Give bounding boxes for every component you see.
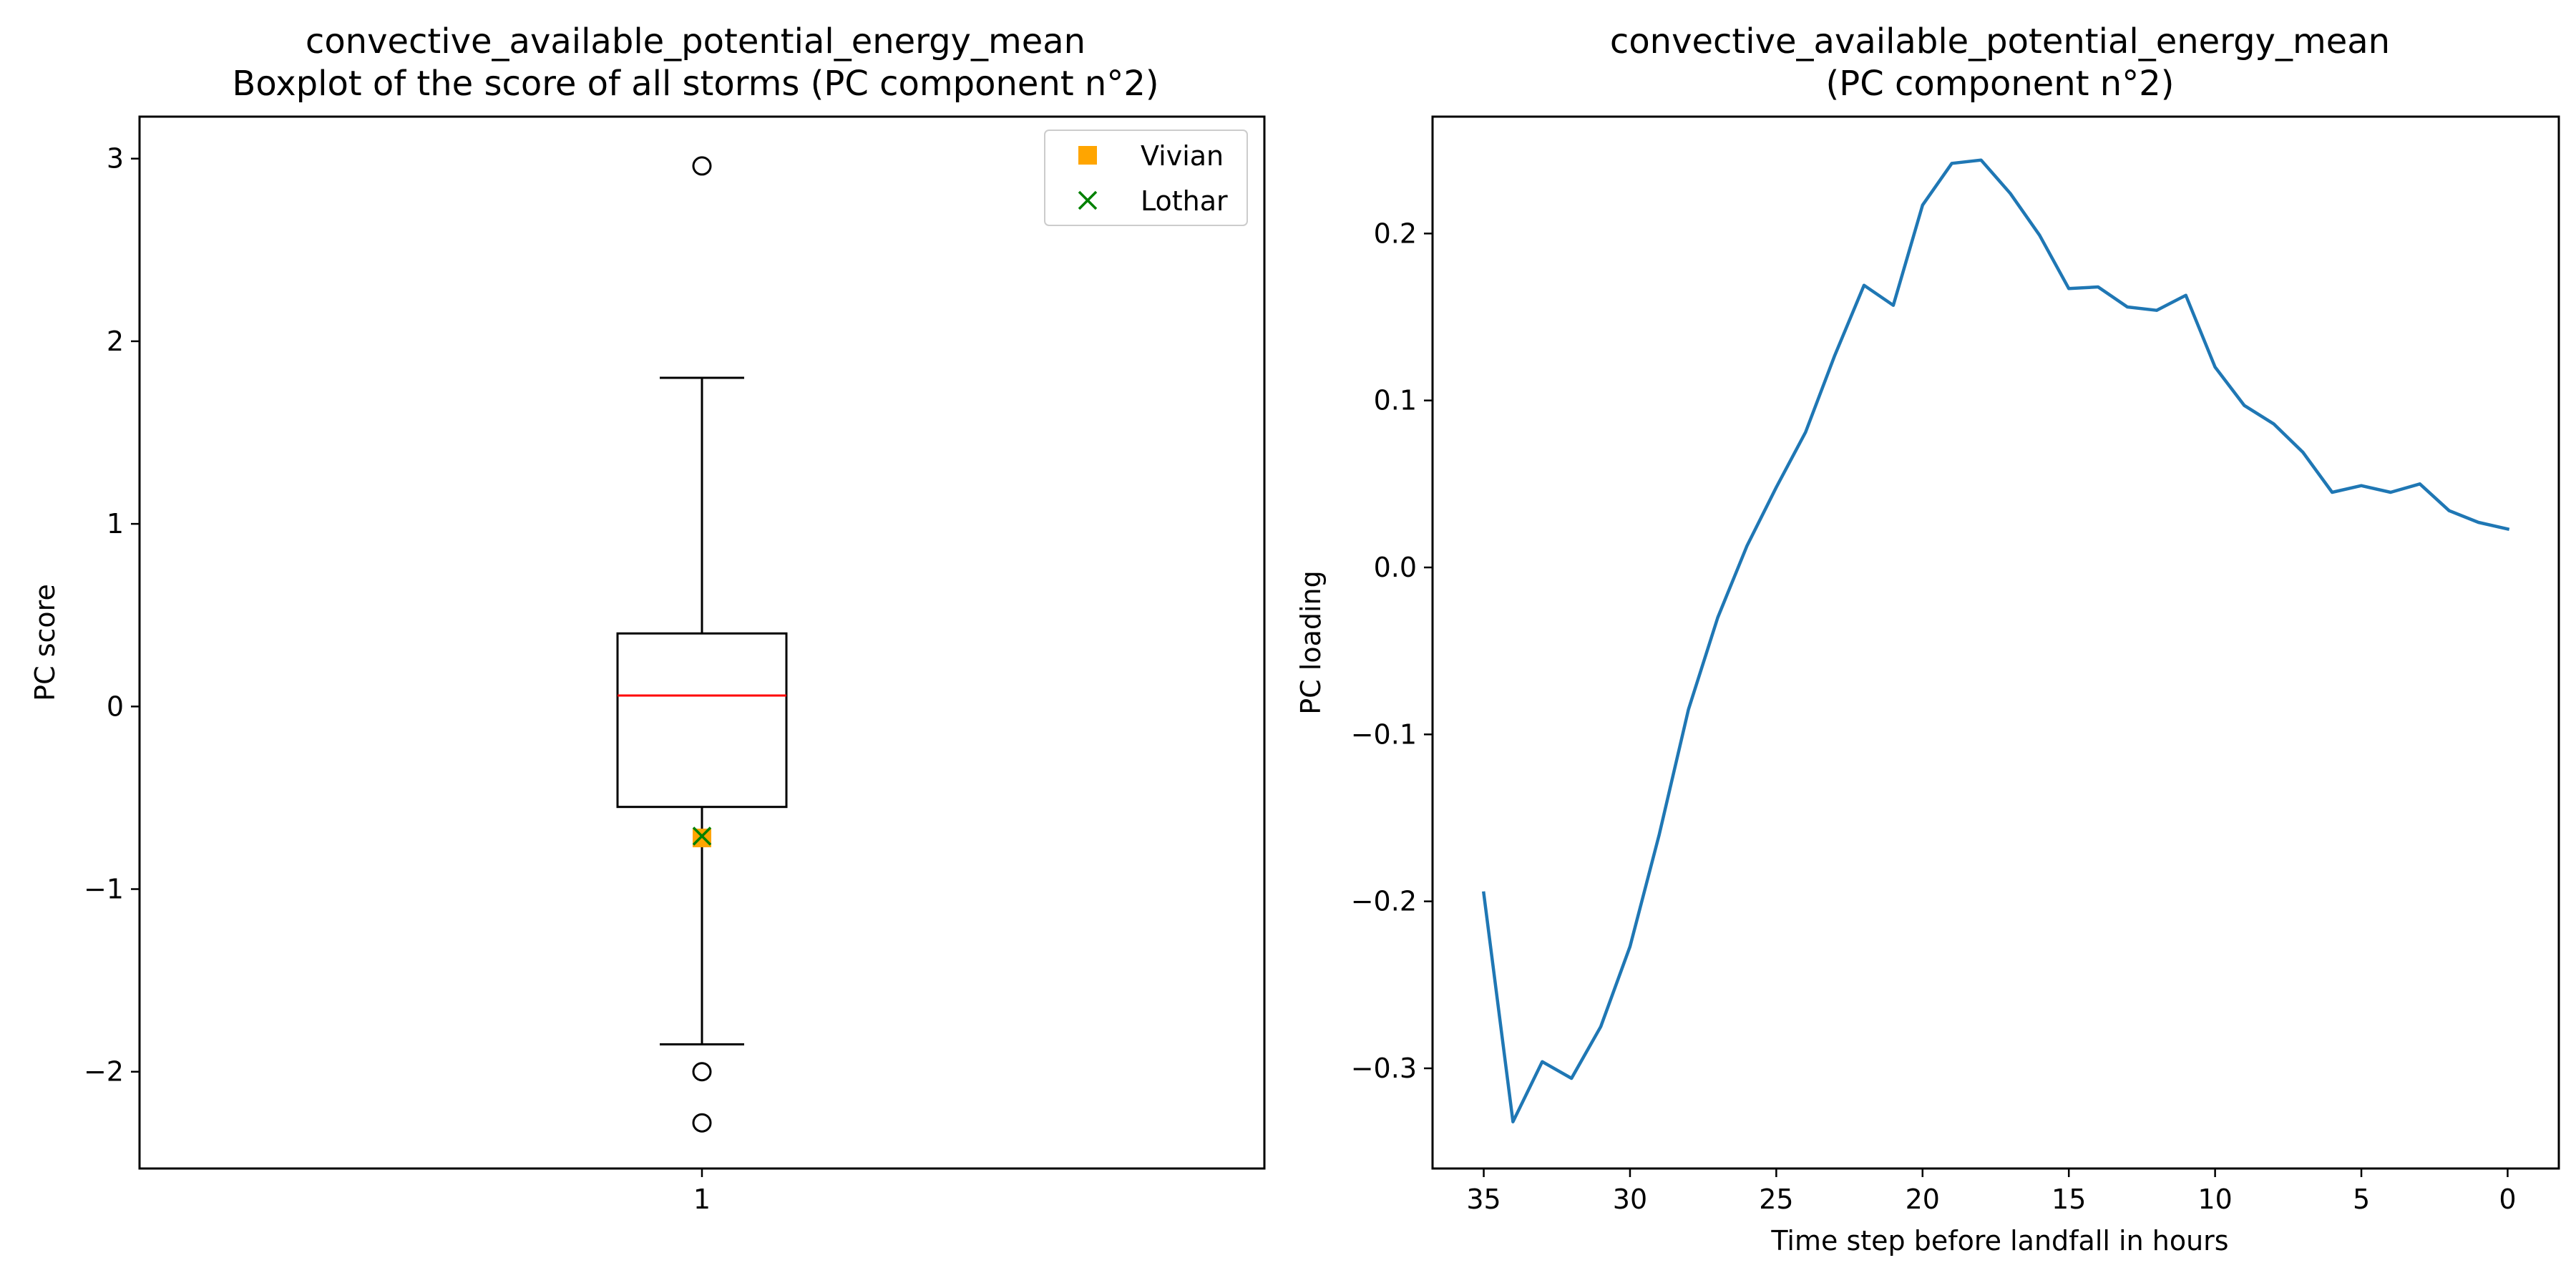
line-x-tick-label: 20 [1906, 1184, 1940, 1215]
storm-marker-vivian [693, 829, 711, 848]
boxplot-y-axis-label: PC score [29, 584, 61, 701]
pc-loading-line [1481, 158, 2510, 1123]
storm-marker-lothar [692, 826, 712, 846]
boxplot-axes-frame [138, 115, 1266, 1170]
line-axes-frame [1431, 115, 2560, 1170]
outlier-point [692, 156, 712, 176]
boxplot-legend: Vivian Lothar [1044, 130, 1248, 226]
line-panel: convective_available_potential_energy_me… [1295, 21, 2560, 1257]
boxplot-y-tick-label: 3 [107, 143, 124, 175]
boxplot-y-tick-label: −1 [84, 874, 124, 905]
line-axis-ticks: 35 30 25 20 15 10 5 0 −0.3 −0.2 −0.1 0.0 0.1 0.2 [1351, 218, 2517, 1215]
line-y-tick-label: −0.2 [1351, 886, 1417, 917]
line-x-tick-label: 0 [2499, 1184, 2516, 1215]
boxplot-y-tick-label: 0 [107, 691, 124, 722]
line-y-tick-label: −0.1 [1351, 718, 1417, 750]
line-title-line-2: (PC component n°2) [1826, 64, 2175, 104]
line-x-tick-label: 25 [1759, 1184, 1793, 1215]
legend-label-vivian: Vivian [1141, 140, 1224, 172]
line-y-tick-label: 0.0 [1374, 552, 1417, 583]
interquartile-box [616, 632, 788, 809]
boxplot-panel: convective_available_potential_energy_me… [29, 21, 1266, 1215]
boxplot-title-line-1: convective_available_potential_energy_me… [306, 21, 1085, 62]
legend-items: Vivian Lothar [1078, 140, 1228, 217]
storm-marker-lothar-stroke [692, 826, 712, 846]
line-x-axis-label: Time step before landfall in hours [1770, 1225, 2228, 1257]
legend-label-lothar: Lothar [1141, 185, 1228, 217]
boxplot-title-line-2: Boxplot of the score of all storms (PC c… [232, 64, 1158, 104]
line-y-axis-label: PC loading [1295, 570, 1327, 715]
line-y-tick-label: −0.3 [1351, 1053, 1417, 1084]
boxplot-x-tick-label: 1 [693, 1184, 711, 1215]
legend-marker-lothar [1078, 190, 1098, 210]
boxplot-y-tick-label: 2 [107, 326, 124, 357]
line-x-tick-label: 35 [1466, 1184, 1501, 1215]
boxplot-y-tick-label: −2 [84, 1056, 124, 1088]
legend-marker-lothar-stroke [1078, 190, 1098, 210]
line-series [1481, 158, 2510, 1123]
line-x-tick-label: 5 [2353, 1184, 2370, 1215]
boxplot-axis-ticks: −2 −1 0 1 2 3 1 [84, 143, 711, 1215]
line-title-line-1: convective_available_potential_energy_me… [1610, 21, 2390, 62]
line-y-tick-label: 0.2 [1374, 218, 1417, 249]
outlier-point [692, 1113, 712, 1133]
boxplot-y-tick-label: 1 [107, 508, 124, 540]
line-x-tick-label: 30 [1613, 1184, 1647, 1215]
line-x-tick-label: 10 [2197, 1184, 2232, 1215]
legend-marker-vivian [1078, 146, 1097, 165]
boxplot-body [616, 156, 788, 1133]
line-x-tick-label: 15 [2051, 1184, 2086, 1215]
line-y-tick-label: 0.1 [1374, 385, 1417, 416]
outlier-point [692, 1062, 712, 1082]
